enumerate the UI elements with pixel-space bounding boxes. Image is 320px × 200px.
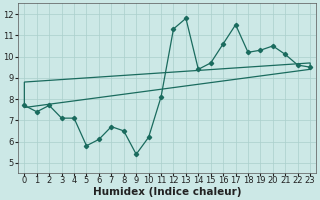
X-axis label: Humidex (Indice chaleur): Humidex (Indice chaleur) <box>93 187 242 197</box>
